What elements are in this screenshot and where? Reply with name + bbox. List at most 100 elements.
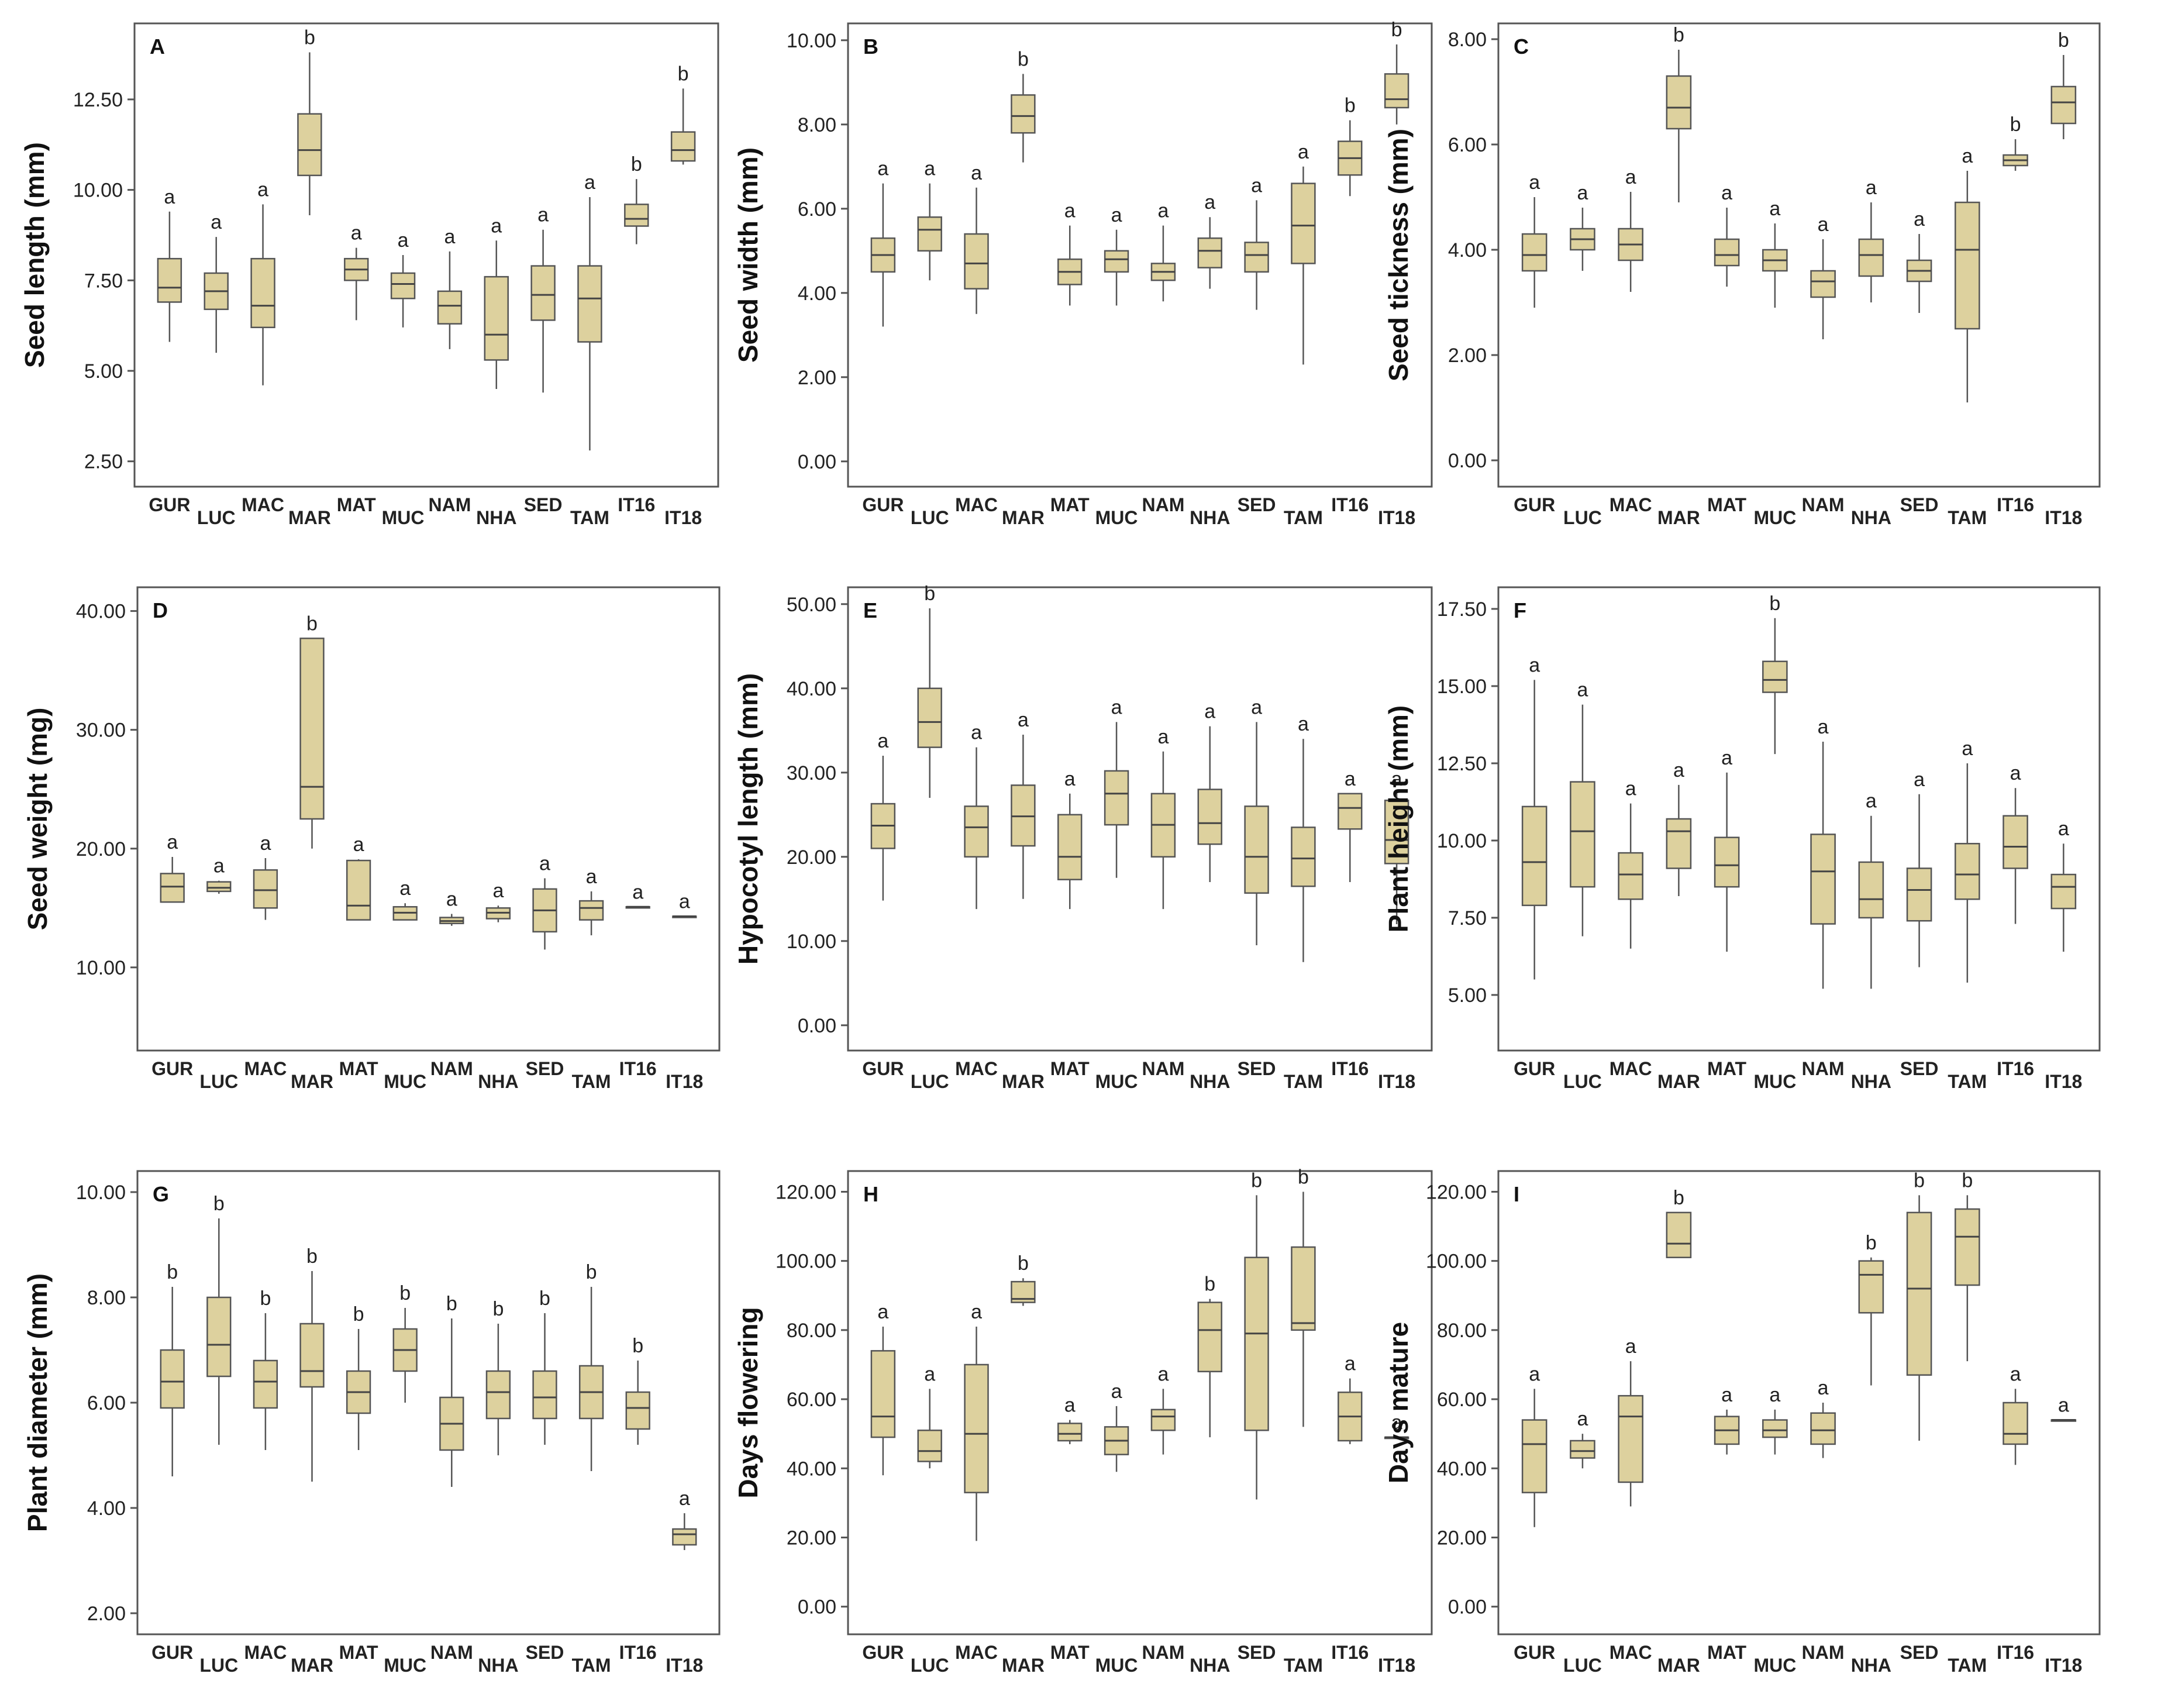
box-nam: a [439, 888, 464, 926]
significance-letter: a [1866, 790, 1877, 812]
box-iqr [299, 638, 325, 820]
significance-letter: a [398, 229, 409, 252]
y-tick-label: 10.00 [76, 1182, 126, 1204]
x-tick-label: MAC [955, 494, 998, 515]
box-luc: a [1570, 1408, 1595, 1469]
x-tick-label: IT18 [2045, 1655, 2082, 1676]
y-tick-label: 2.00 [798, 367, 836, 389]
significance-letter: b [1345, 95, 1356, 117]
significance-letter: a [1157, 1363, 1169, 1385]
panel-letter: G [153, 1182, 169, 1206]
x-tick-label: MAR [1002, 1071, 1045, 1092]
x-tick-label: MAR [291, 1071, 333, 1092]
significance-letter: a [1529, 171, 1540, 194]
x-tick-label: SED [526, 1058, 564, 1079]
y-tick-label: 60.00 [787, 1389, 836, 1411]
box-iqr [1858, 238, 1884, 277]
box-mac: a [964, 722, 989, 910]
x-tick-label: NAM [430, 1642, 473, 1663]
x-tick-label: MAT [1707, 1058, 1746, 1079]
x-tick-label: MUC [384, 1071, 426, 1092]
x-tick-label: IT18 [2045, 1071, 2082, 1092]
box-iqr [1618, 852, 1643, 900]
x-tick-label: MAT [337, 494, 376, 515]
box-sed: b [1244, 1169, 1269, 1500]
box-mac: a [964, 1301, 989, 1541]
box-iqr [917, 216, 942, 252]
x-tick-label: MAT [1707, 494, 1746, 515]
x-tick-label: SED [524, 494, 563, 515]
significance-letter: b [678, 63, 689, 85]
x-tick-label: MAR [1657, 507, 1700, 528]
x-tick-label: NAM [1142, 494, 1184, 515]
x-tick-label: SED [1900, 1642, 1939, 1663]
significance-letter: a [679, 891, 690, 913]
significance-letter: a [877, 158, 888, 180]
panel-letter: H [863, 1182, 878, 1206]
box-nam: a [1150, 1363, 1176, 1455]
significance-letter: a [1391, 768, 1402, 790]
box-nha: a [1858, 177, 1884, 302]
box-mat: a [1714, 182, 1740, 287]
significance-letter: b [1251, 1169, 1262, 1192]
significance-letter: b [1673, 24, 1684, 46]
significance-letter: b [306, 1245, 318, 1268]
box-iqr [1666, 75, 1692, 130]
box-tam: b [578, 1261, 604, 1471]
significance-letter: b [353, 1303, 364, 1325]
x-tick-label: MAT [339, 1642, 378, 1663]
x-tick-label: IT16 [619, 1642, 657, 1663]
significance-letter: b [1298, 1166, 1309, 1188]
box-iqr [1104, 770, 1129, 826]
y-tick-label: 4.00 [87, 1497, 126, 1520]
box-it16: a [625, 881, 650, 909]
box-iqr [2003, 1401, 2028, 1445]
significance-letter: a [2058, 1394, 2069, 1417]
significance-letter: a [1111, 1380, 1122, 1403]
box-it16: a [1338, 1353, 1363, 1444]
x-tick-label: MAC [955, 1058, 998, 1079]
box-it18: b [1384, 19, 1409, 125]
box-it18: b [670, 63, 696, 165]
y-tick-label: 0.00 [1448, 450, 1487, 472]
x-tick-label: GUR [1514, 1058, 1555, 1079]
y-tick-label: 50.00 [787, 594, 836, 616]
box-iqr [1384, 73, 1409, 109]
significance-letter: a [679, 1487, 690, 1510]
box-mar: b [1011, 48, 1036, 163]
box-iqr [964, 233, 989, 290]
box-iqr [437, 290, 463, 325]
x-tick-label: MAC [244, 1058, 287, 1079]
box-iqr [157, 257, 182, 303]
box-luc: b [206, 1193, 232, 1445]
significance-letter: a [539, 853, 550, 875]
significance-letter: a [164, 186, 175, 208]
significance-letter: a [1529, 654, 1540, 676]
significance-letter: a [586, 866, 597, 888]
box-gur: a [870, 730, 896, 901]
x-tick-label: IT18 [664, 507, 702, 528]
box-luc: a [917, 158, 942, 281]
significance-letter: a [211, 211, 222, 233]
panel-letter: E [863, 598, 877, 622]
significance-letter: a [1577, 679, 1588, 701]
box-tam: b [1291, 1166, 1316, 1427]
significance-letter: a [1345, 1353, 1356, 1375]
significance-letter: a [924, 1363, 935, 1385]
box-iqr [1714, 836, 1740, 888]
box-muc: a [390, 229, 416, 328]
x-tick-label: MAC [242, 494, 284, 515]
box-gur: a [1521, 654, 1547, 980]
chart-panel-b: B 0.00 2.00 4.00 6.00 8.00 10.00 Seed width (mm… [733, 19, 1433, 528]
box-mac: b [253, 1287, 278, 1450]
significance-letter: a [167, 831, 178, 853]
y-axis-label: Seed width (mm) [733, 147, 763, 363]
box-iqr [578, 900, 604, 921]
box-iqr [1057, 814, 1083, 880]
box-it18: b [2050, 29, 2077, 139]
box-iqr [1197, 788, 1222, 845]
box-iqr [390, 272, 416, 299]
box-iqr [964, 805, 989, 858]
box-iqr [1955, 842, 1980, 900]
significance-letter: b [304, 27, 315, 49]
